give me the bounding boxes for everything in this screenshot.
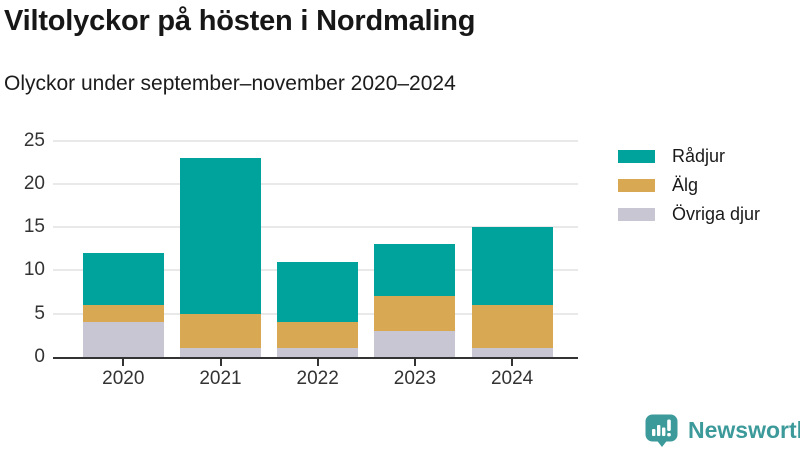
bar-2020-Rådjur (82, 253, 164, 306)
bar-2020-Älg (82, 305, 164, 323)
legend-swatch (618, 150, 655, 163)
gridline-20 (53, 182, 578, 185)
legend-label: Övriga djur (672, 204, 761, 224)
x-axis-label: 2024 (490, 368, 534, 389)
y-axis-label: 25 (23, 129, 45, 151)
x-axis-tick-2022 (316, 359, 319, 366)
x-axis-label: 2023 (393, 368, 437, 389)
bar-2023-Älg (374, 296, 456, 331)
gridline-15 (53, 226, 578, 229)
bar-2021-Övriga djur (180, 348, 261, 357)
bar-2024-Övriga djur (471, 348, 553, 357)
bar-2022-Övriga djur (277, 348, 359, 357)
x-axis-label: 2022 (296, 368, 339, 389)
legend-swatch (618, 208, 655, 221)
legend-label: Älg (672, 175, 699, 195)
y-axis-label: 5 (34, 302, 45, 324)
legend-item-Rådjur: Rådjur (618, 146, 760, 167)
bar-2022-Rådjur (277, 261, 359, 323)
chart-subtitle: Olyckor under september–november 2020–20… (4, 72, 456, 95)
bar-2022-Älg (277, 322, 359, 349)
x-axis-tick-2024 (511, 359, 514, 366)
legend-swatch (618, 179, 655, 192)
bar-2021-Älg (180, 313, 261, 349)
x-axis-tick-2021 (219, 359, 222, 366)
x-axis-tick-2020 (122, 359, 125, 366)
legend-item-Övriga djur: Övriga djur (618, 204, 760, 225)
x-axis-label: 2020 (102, 368, 145, 389)
y-axis-label: 15 (23, 216, 45, 238)
newsworthy-logo: Newsworthy (644, 413, 800, 448)
bar-2023-Rådjur (374, 244, 456, 297)
x-axis-label: 2021 (199, 368, 242, 389)
chart-title: Viltolyckor på hösten i Nordmaling (4, 5, 476, 37)
bar-2020-Övriga djur (82, 322, 164, 357)
gridline-25 (53, 139, 578, 142)
x-axis-tick-2023 (413, 359, 416, 366)
bar-2024-Älg (471, 305, 553, 349)
x-axis-line (53, 357, 578, 359)
legend-label: Rådjur (672, 146, 726, 166)
newsworthy-logo-icon (645, 414, 678, 447)
y-axis-label: 10 (23, 259, 45, 281)
bar-2024-Rådjur (471, 227, 553, 306)
y-axis-label: 0 (34, 346, 45, 367)
bar-2021-Rådjur (180, 157, 261, 314)
chart-legend: Rådjur Älg Övriga djur (618, 146, 760, 233)
newsworthy-logo-text: Newsworthy (688, 417, 800, 443)
bar-2023-Övriga djur (374, 331, 456, 357)
legend-item-Älg: Älg (618, 175, 760, 196)
y-axis-label: 20 (23, 172, 45, 194)
